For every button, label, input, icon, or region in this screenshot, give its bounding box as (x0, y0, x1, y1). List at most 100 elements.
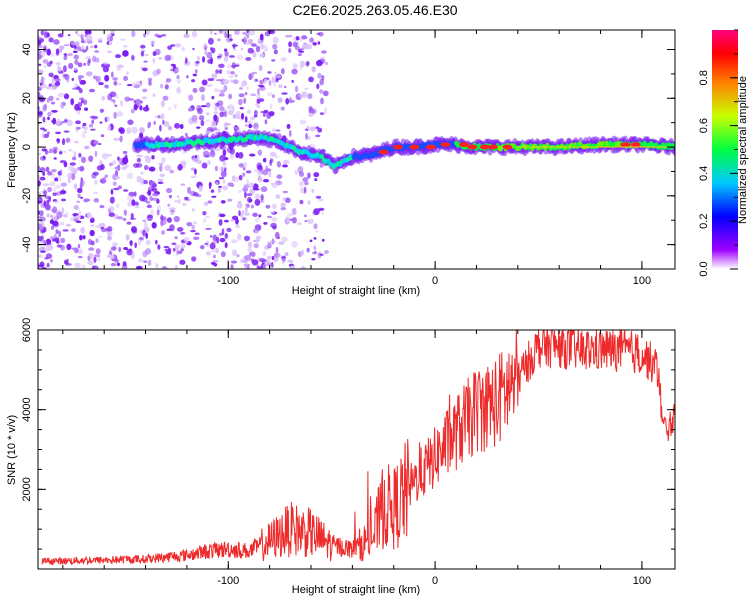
y-tick-label: 20 (21, 92, 33, 104)
noise-blob (287, 259, 294, 263)
noise-blob (147, 189, 152, 196)
noise-blob (231, 239, 238, 244)
noise-blob (281, 236, 288, 243)
noise-blob (257, 149, 263, 156)
noise-blob (145, 232, 148, 239)
noise-blob (246, 178, 249, 185)
noise-blob (226, 105, 231, 110)
noise-blob (181, 203, 187, 207)
noise-blob (258, 214, 261, 218)
noise-blob (69, 162, 77, 166)
noise-blob (317, 72, 322, 79)
noise-blob (106, 115, 110, 122)
noise-blob (191, 224, 195, 230)
noise-blob (258, 176, 263, 183)
noise-blob (157, 181, 164, 185)
noise-blob (87, 255, 91, 262)
noise-blob (217, 38, 221, 42)
noise-blob (210, 262, 216, 265)
noise-blob (165, 78, 172, 83)
noise-blob (63, 73, 67, 78)
noise-blob (270, 211, 275, 214)
noise-blob (321, 212, 324, 216)
noise-blob (200, 119, 205, 127)
noise-blob (112, 77, 118, 81)
noise-blob (192, 192, 199, 197)
noise-blob (254, 79, 259, 82)
noise-blob (309, 239, 313, 243)
noise-blob (172, 247, 176, 252)
noise-blob (232, 249, 238, 257)
noise-blob (247, 241, 253, 248)
noise-blob (164, 84, 169, 90)
noise-blob (116, 216, 123, 220)
noise-blob (263, 221, 268, 225)
noise-blob (47, 186, 52, 193)
noise-blob (206, 251, 211, 256)
noise-blob (94, 179, 98, 186)
noise-blob (83, 62, 87, 66)
noise-blob (203, 218, 206, 223)
noise-blob (67, 53, 73, 57)
noise-blob (122, 44, 128, 48)
noise-blob (42, 45, 47, 53)
noise-blob (295, 36, 300, 41)
noise-blob (316, 32, 321, 35)
noise-blob (186, 75, 189, 79)
noise-blob (206, 126, 214, 131)
noise-blob (53, 149, 57, 154)
noise-blob (157, 114, 161, 119)
noise-blob (209, 235, 213, 238)
noise-blob (307, 172, 311, 179)
noise-blob (284, 215, 290, 222)
noise-blob (43, 65, 47, 69)
noise-blob (87, 60, 91, 67)
noise-blob (83, 198, 91, 202)
noise-blob (211, 195, 217, 198)
noise-blob (99, 204, 105, 209)
noise-blob (75, 215, 81, 220)
noise-blob (75, 120, 81, 125)
noise-blob (161, 230, 165, 235)
noise-blob (284, 197, 291, 204)
noise-blob (213, 254, 216, 259)
noise-blob (45, 166, 50, 173)
noise-blob (79, 49, 86, 52)
noise-blob (243, 37, 247, 45)
noise-blob (76, 187, 83, 194)
noise-blob (230, 260, 238, 264)
noise-blob (130, 226, 137, 233)
noise-blob (158, 162, 164, 165)
ridge-peak (378, 149, 389, 155)
noise-blob (142, 88, 148, 93)
noise-blob (285, 98, 290, 105)
noise-blob (259, 33, 264, 41)
noise-blob (93, 140, 99, 145)
noise-blob (230, 264, 234, 269)
noise-blob (52, 146, 59, 151)
noise-blob (275, 246, 279, 254)
noise-blob (57, 92, 65, 98)
noise-blob (291, 79, 295, 83)
noise-blob (223, 55, 229, 63)
noise-blob (213, 111, 219, 115)
noise-blob (291, 207, 297, 215)
noise-blob (253, 243, 259, 249)
noise-blob (260, 186, 268, 193)
noise-blob (53, 157, 57, 160)
noise-blob (313, 172, 320, 178)
noise-blob (280, 68, 285, 75)
noise-blob (48, 196, 52, 202)
noise-blob (160, 214, 164, 222)
noise-blob (107, 254, 112, 258)
noise-blob (216, 236, 220, 244)
noise-blob (180, 243, 186, 250)
noise-blob (184, 196, 189, 201)
noise-blob (97, 142, 102, 146)
noise-blob (156, 68, 161, 75)
noise-blob (166, 217, 172, 223)
x-tick-label: 100 (633, 575, 651, 587)
noise-blob (213, 88, 220, 92)
noise-blob (73, 150, 77, 158)
